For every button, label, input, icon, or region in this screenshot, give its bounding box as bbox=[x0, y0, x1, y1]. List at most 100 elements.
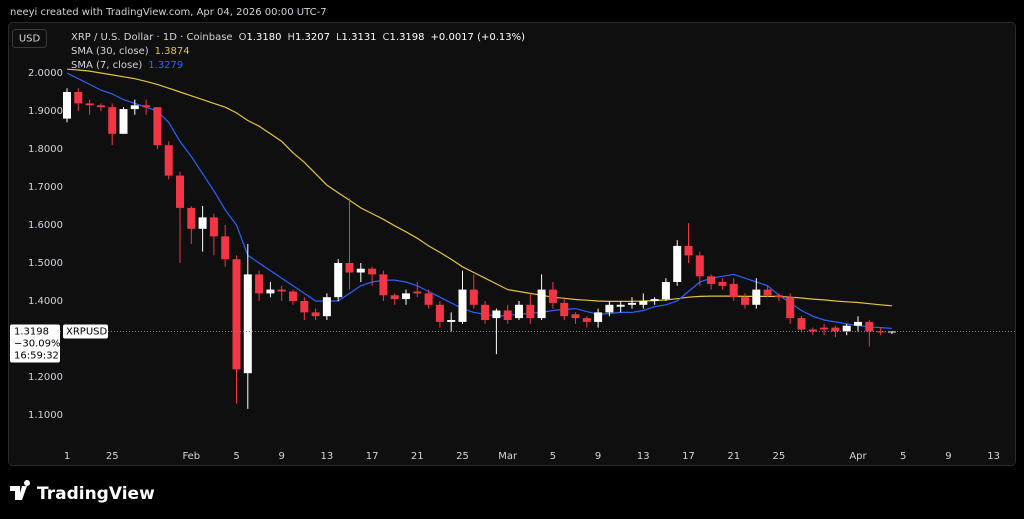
legend-series-name: SMA (7, close) bbox=[71, 60, 142, 71]
price-tag-price: 1.3198 bbox=[14, 326, 49, 337]
candle-body bbox=[379, 274, 388, 296]
candle-body bbox=[763, 289, 772, 296]
candle-body bbox=[402, 293, 410, 300]
symbol-tag bbox=[63, 324, 108, 339]
candle-body bbox=[108, 107, 117, 134]
candle-body bbox=[752, 289, 761, 305]
plot: 2.0000 1.9000 1.8000 1.7000 1.6000 1.5000 1.40… bbox=[10, 68, 1016, 462]
candle-body bbox=[515, 304, 523, 319]
legend-series-value: 1.3874 bbox=[155, 46, 190, 57]
candle-body bbox=[481, 304, 490, 320]
x-tick-label: 13 bbox=[637, 451, 650, 462]
x-tick-label: 5 bbox=[900, 451, 906, 462]
x-tick-label: 9 bbox=[945, 451, 951, 462]
brand: TradingView bbox=[10, 479, 155, 504]
x-tick-label: 9 bbox=[279, 451, 285, 462]
y-tick-label: 1.4000 bbox=[28, 296, 63, 307]
y-tick-label: 1.2000 bbox=[28, 372, 63, 383]
candle-body bbox=[526, 304, 535, 319]
chart-panel bbox=[8, 22, 1016, 466]
candle-body bbox=[289, 291, 297, 301]
brand-name: TradingView bbox=[37, 484, 155, 504]
x-tick-label: 5 bbox=[233, 451, 239, 462]
candle-body bbox=[582, 318, 591, 322]
x-tick-label: 5 bbox=[550, 451, 556, 462]
y-tick-label: 1.1000 bbox=[28, 410, 63, 421]
candle-body bbox=[142, 105, 151, 108]
candle-body bbox=[356, 268, 365, 273]
candle-body bbox=[808, 329, 817, 332]
attribution: neeyi created with TradingView.com, Apr … bbox=[10, 7, 327, 18]
candle-body bbox=[718, 282, 727, 286]
candle-body bbox=[153, 107, 162, 146]
candle-body bbox=[255, 274, 264, 294]
legend: XRP / U.S. Dollar · 1D · Coinbase O1.3180… bbox=[71, 32, 525, 71]
candle-body bbox=[661, 282, 670, 300]
currency-button[interactable] bbox=[12, 29, 47, 48]
candle-body bbox=[820, 327, 829, 330]
candle-body bbox=[300, 301, 309, 313]
candle-body bbox=[684, 245, 693, 256]
candle-body bbox=[130, 105, 139, 110]
legend-series-name: SMA (30, close) bbox=[71, 46, 149, 57]
candle-body bbox=[831, 327, 840, 332]
candle-body bbox=[334, 263, 343, 298]
candle-body bbox=[221, 236, 230, 260]
legend-series: SMA (7, close) 1.3279 bbox=[71, 60, 183, 71]
x-tick-label: 13 bbox=[987, 451, 1000, 462]
candle-body bbox=[469, 289, 478, 305]
legend-quote-value: 1.3207 bbox=[295, 32, 330, 43]
candle-body bbox=[842, 325, 851, 332]
currency-label[interactable]: USD bbox=[19, 34, 41, 45]
x-tick-label: 1 bbox=[64, 451, 70, 462]
candle-body bbox=[322, 297, 331, 317]
x-tick-label: 21 bbox=[727, 451, 740, 462]
x-tick-label: 25 bbox=[106, 451, 119, 462]
legend-series: SMA (30, close) 1.3874 bbox=[71, 46, 190, 57]
candle-body bbox=[187, 207, 196, 229]
candle-body bbox=[537, 289, 546, 319]
y-tick-label: 1.9000 bbox=[28, 106, 63, 117]
candle-body bbox=[85, 103, 94, 106]
candle-body bbox=[616, 304, 625, 307]
candle-body bbox=[368, 268, 377, 275]
candle-body bbox=[639, 301, 648, 305]
price-tag-change: −30.09% bbox=[14, 338, 61, 349]
x-tick-label: 25 bbox=[773, 451, 786, 462]
legend-quote-key: H bbox=[287, 32, 295, 43]
candle-body bbox=[741, 297, 749, 305]
candle-body bbox=[650, 299, 659, 301]
y-tick-label: 1.6000 bbox=[28, 220, 63, 231]
candle-body bbox=[707, 276, 716, 284]
legend-quote-value: 1.3131 bbox=[342, 32, 377, 43]
candle-body bbox=[413, 291, 422, 294]
sma-line bbox=[66, 72, 892, 329]
symbol-tag-label: XRPUSD bbox=[66, 326, 107, 337]
x-tick-label: 21 bbox=[411, 451, 424, 462]
candle-body bbox=[571, 314, 580, 319]
candle-body bbox=[786, 297, 795, 319]
legend-quote-key: O bbox=[239, 32, 247, 43]
legend-series-value: 1.3279 bbox=[148, 60, 183, 71]
candle-body bbox=[243, 274, 252, 374]
candle-body bbox=[96, 105, 105, 108]
candle-body bbox=[311, 312, 320, 317]
candle-body bbox=[209, 217, 218, 237]
x-tick-label: 17 bbox=[366, 451, 379, 462]
x-tick-label: Apr bbox=[849, 451, 867, 462]
candle-body bbox=[266, 289, 275, 294]
candle-body bbox=[458, 289, 467, 322]
candle-body bbox=[503, 310, 512, 320]
legend-quote-value: 1.3180 bbox=[246, 32, 281, 43]
candle-body bbox=[673, 245, 682, 282]
x-tick-label: Mar bbox=[498, 451, 518, 462]
price-tag bbox=[10, 324, 60, 363]
legend-quote-key: C bbox=[383, 32, 390, 43]
x-tick-label: 9 bbox=[595, 451, 601, 462]
legend-line: XRP / U.S. Dollar · 1D · Coinbase O1.3180… bbox=[71, 32, 525, 43]
candle-body bbox=[390, 295, 399, 300]
y-tick-label: 1.5000 bbox=[28, 258, 63, 269]
x-tick-label: 13 bbox=[321, 451, 334, 462]
candle-body bbox=[876, 331, 885, 333]
